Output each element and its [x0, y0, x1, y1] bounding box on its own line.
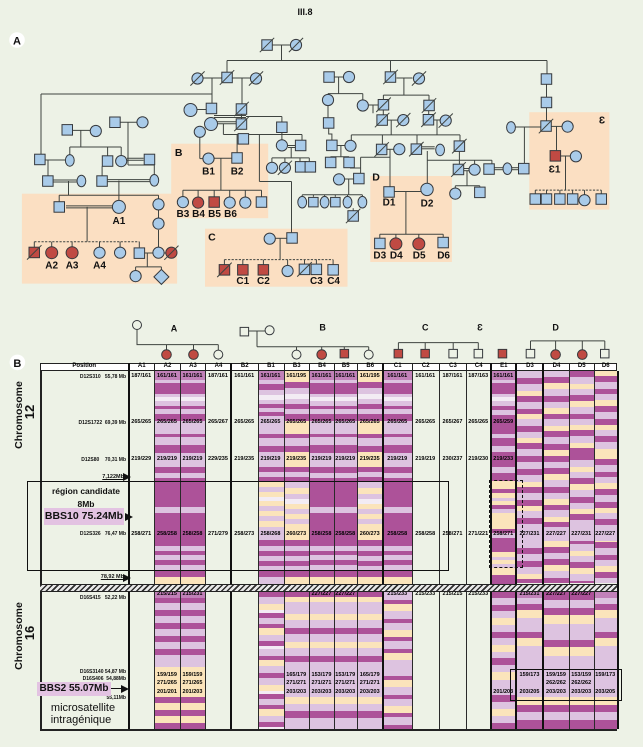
svg-text:Chromosome: Chromosome	[13, 602, 25, 670]
svg-text:A: A	[13, 36, 21, 48]
svg-text:A3: A3	[66, 261, 79, 272]
svg-text:C4: C4	[327, 276, 340, 287]
svg-text:C3: C3	[310, 276, 323, 287]
svg-text:B1: B1	[202, 167, 215, 178]
svg-text:D2: D2	[421, 199, 434, 210]
svg-text:B2: B2	[231, 167, 244, 178]
svg-text:C: C	[422, 323, 429, 333]
svg-text:C: C	[208, 232, 216, 244]
svg-text:D: D	[372, 172, 380, 184]
svg-text:A1: A1	[113, 216, 126, 227]
svg-text:B: B	[319, 323, 326, 333]
svg-text:B: B	[175, 147, 183, 159]
svg-text:A2: A2	[45, 261, 58, 272]
svg-text:D5: D5	[413, 251, 426, 262]
svg-text:Ɛ1: Ɛ1	[549, 165, 561, 176]
svg-text:16: 16	[22, 626, 37, 640]
svg-text:D6: D6	[437, 251, 450, 262]
svg-text:B3: B3	[177, 209, 190, 220]
svg-text:D3: D3	[373, 251, 386, 262]
svg-text:12: 12	[22, 405, 37, 419]
svg-text:B5: B5	[208, 209, 221, 220]
svg-text:Ɛ: Ɛ	[477, 323, 483, 333]
svg-text:Ɛ: Ɛ	[599, 116, 606, 127]
svg-text:A: A	[171, 324, 178, 334]
svg-text:A4: A4	[93, 261, 106, 272]
svg-text:D4: D4	[390, 251, 403, 262]
svg-text:B: B	[13, 358, 21, 370]
svg-text:B4: B4	[192, 209, 205, 220]
svg-text:C1: C1	[236, 276, 249, 287]
svg-text:Chromosome: Chromosome	[13, 381, 25, 449]
svg-text:III.8: III.8	[297, 7, 312, 17]
svg-text:D1: D1	[383, 198, 396, 209]
svg-text:D: D	[552, 323, 559, 333]
svg-text:B6: B6	[224, 209, 237, 220]
svg-text:C2: C2	[257, 276, 270, 287]
